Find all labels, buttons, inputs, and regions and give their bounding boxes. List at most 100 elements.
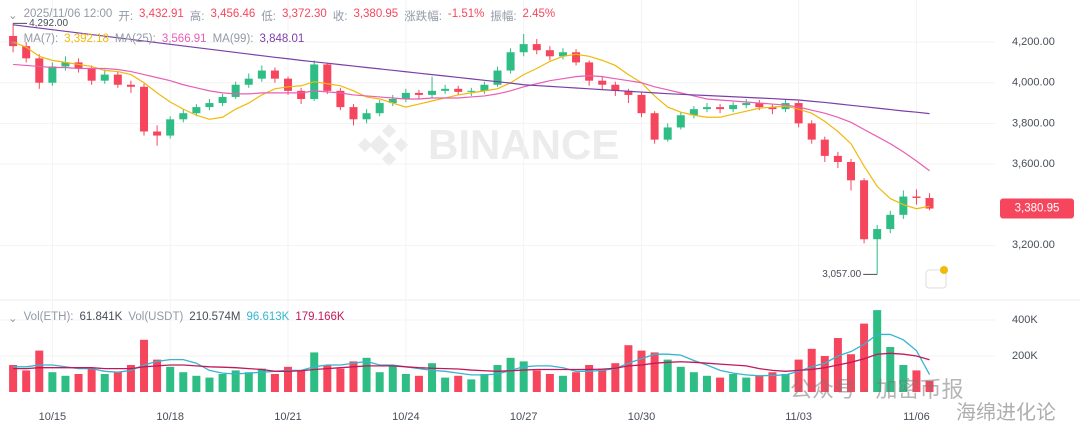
- candle-body: [441, 88, 450, 91]
- volume-bar: [87, 368, 96, 392]
- candle-body: [611, 84, 620, 91]
- candle-body: [637, 94, 646, 114]
- volume-bar: [140, 339, 149, 392]
- volume-bar: [611, 363, 620, 392]
- candle-body: [585, 62, 594, 81]
- candle-body: [401, 92, 410, 99]
- volume-bar: [676, 366, 685, 392]
- info-label: 收:: [332, 11, 348, 23]
- candle-body: [545, 50, 554, 57]
- candle-body: [873, 229, 882, 240]
- candle-body: [179, 113, 188, 120]
- overlay-text: 海绵进化论: [956, 402, 1056, 424]
- legend-value: 3,848.01: [259, 33, 305, 45]
- chevron: ⌄: [8, 313, 18, 325]
- volume-bar: [218, 374, 227, 392]
- candle-body: [218, 96, 227, 104]
- volume-bar: [912, 370, 921, 392]
- x-tick-label: 10/24: [392, 411, 420, 423]
- volume-bar: [401, 374, 410, 392]
- candle-body: [886, 214, 895, 230]
- info-label: 开:: [118, 11, 134, 23]
- candle-body: [140, 86, 149, 132]
- candle-body: [572, 52, 581, 63]
- icon-dot: [940, 266, 948, 274]
- volume-bar: [467, 379, 476, 392]
- legend-value: 3,566.91: [161, 33, 207, 45]
- volume-bar: [310, 352, 319, 392]
- candle-body: [624, 90, 633, 95]
- candle-body: [270, 70, 279, 79]
- candle-body: [362, 113, 371, 120]
- volume-bar: [729, 374, 738, 392]
- volume-bar: [257, 368, 266, 392]
- info-label: 高:: [189, 11, 205, 23]
- volume-bar: [886, 347, 895, 392]
- info-label: 涨跌幅:: [404, 11, 442, 23]
- candle-body: [100, 74, 109, 81]
- info-value: 3,456.46: [210, 8, 256, 20]
- candle-body: [126, 84, 135, 87]
- time: 2025/11/06 12:00: [23, 8, 113, 20]
- candle-body: [899, 196, 908, 215]
- x-tick-label: 11/03: [785, 411, 812, 423]
- chevron: ⌄: [8, 10, 18, 22]
- volume-bar: [297, 370, 306, 392]
- volume-bar: [153, 359, 162, 392]
- candle-body: [519, 44, 528, 53]
- candle-body: [284, 78, 293, 91]
- legend-label: Vol(USDT): [128, 311, 184, 323]
- overlay-text: 公众号 · 加密币报: [790, 377, 964, 402]
- volume-bar: [860, 323, 869, 392]
- volume-bar: [61, 375, 70, 392]
- volume-bar: [35, 350, 44, 392]
- volume-bar: [846, 354, 855, 392]
- volume-bar: [74, 374, 83, 392]
- last-price-box: [1000, 198, 1074, 219]
- candle-body: [153, 131, 162, 136]
- candle-body: [205, 103, 214, 108]
- volume-ma-line: [13, 333, 931, 377]
- volume-bar: [428, 363, 437, 392]
- y-tick-label: 200K: [1012, 350, 1038, 362]
- volume-bar: [231, 370, 240, 392]
- candle-body: [925, 197, 934, 209]
- candle-body: [113, 74, 122, 85]
- candle-body: [598, 80, 607, 85]
- info-value: 3,372.30: [281, 8, 327, 20]
- candle-body: [676, 115, 685, 128]
- candle-body: [244, 78, 253, 85]
- volume-bar: [336, 368, 345, 392]
- volume-ma-line: [13, 352, 930, 372]
- x-tick-label: 10/15: [39, 411, 67, 423]
- candle-body: [166, 119, 175, 136]
- candle-body: [9, 35, 18, 47]
- annotation: 3,057.00: [822, 269, 861, 280]
- candle-body: [650, 113, 659, 140]
- volume-bar: [9, 365, 18, 392]
- candle-body: [48, 66, 57, 83]
- volume-bar: [899, 365, 908, 392]
- candle-body: [480, 84, 489, 91]
- candle-body: [61, 62, 70, 67]
- legend-value: 96.613K: [246, 311, 290, 323]
- chevron: ⌄: [8, 35, 18, 47]
- header-row: ⌄ 2025/11/06 12:00 开: 3,432.91 高: 3,456.46 低…: [8, 8, 555, 24]
- volume-bar: [650, 352, 659, 392]
- candle-body: [493, 70, 502, 85]
- candle-body: [257, 70, 266, 79]
- legend-label: Vol(ETH):: [23, 311, 74, 323]
- volume-bar: [768, 372, 777, 392]
- candle-body: [755, 103, 764, 108]
- volume-bar: [323, 365, 332, 392]
- volume-bar: [362, 357, 371, 392]
- volume-bar: [493, 365, 502, 392]
- icon: [925, 269, 947, 289]
- volume-bar: [270, 374, 279, 392]
- volume-bar: [454, 375, 463, 392]
- legend-label: MA(99):: [212, 33, 254, 45]
- candle-body: [35, 58, 44, 83]
- candle-body: [87, 68, 96, 81]
- watermark-logo: [357, 123, 409, 167]
